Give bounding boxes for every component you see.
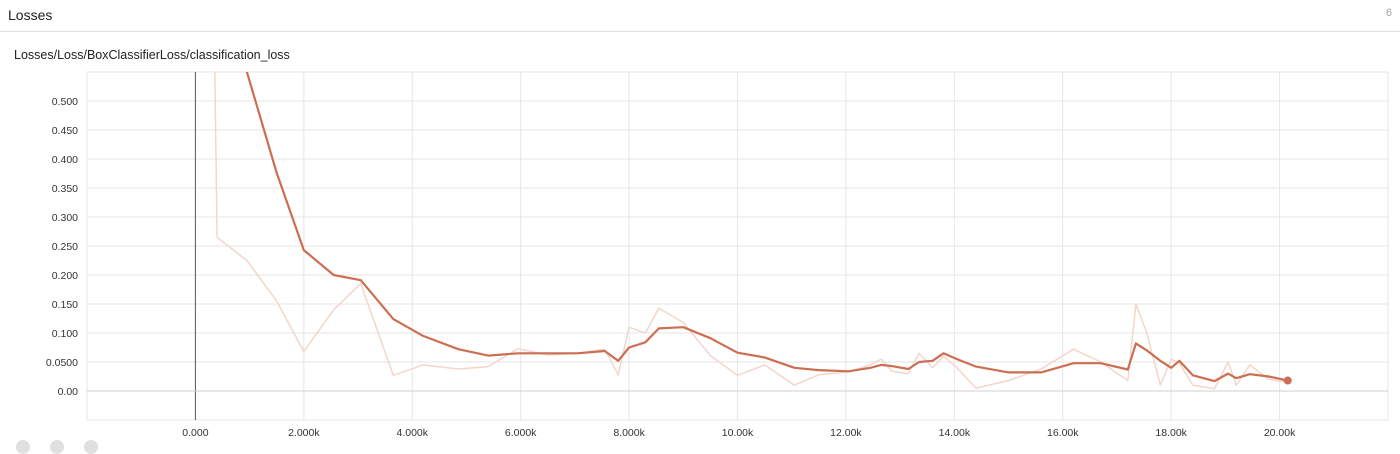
x-tick-label: 18.00k: [1155, 427, 1187, 439]
y-tick-label: 0.450: [52, 125, 78, 137]
y-tick-label: 0.100: [52, 328, 78, 340]
x-tick-label: 16.00k: [1047, 427, 1079, 439]
x-tick-label: 0.000: [182, 427, 208, 439]
plot-frame: [86, 71, 1389, 421]
smoothed-series-line: [245, 72, 1289, 383]
series-layer: [214, 72, 1292, 390]
lines-icon[interactable]: [50, 440, 64, 454]
x-tick-label: 14.00k: [939, 427, 971, 439]
y-tick-label: 0.0500: [46, 357, 78, 369]
x-tick-label: 20.00k: [1264, 427, 1296, 439]
x-tick-label: 12.00k: [830, 427, 862, 439]
chart-title: Losses/Loss/BoxClassifierLoss/classifica…: [14, 48, 290, 62]
last-point-marker: [1283, 376, 1292, 385]
x-tick-label: 8.000k: [613, 427, 645, 439]
x-tick-label: 10.00k: [722, 427, 754, 439]
y-tick-label: 0.300: [52, 212, 78, 224]
x-tick-label: 4.000k: [396, 427, 428, 439]
fit-domain-icon[interactable]: [84, 440, 98, 454]
y-tick-label: 0.500: [52, 96, 78, 108]
raw-series-line: [214, 72, 1289, 390]
axes: [86, 71, 1389, 421]
y-tick-label: 0.150: [52, 299, 78, 311]
y-axis: 0.00 0.0500 0.100 0.150 0.200 0.250 0.300 0.350…: [46, 96, 78, 398]
series-group: [214, 72, 1292, 390]
section-title: Losses: [8, 7, 53, 23]
y-tick-label: 0.400: [52, 154, 78, 166]
y-tick-label: 0.250: [52, 241, 78, 253]
section-count: 6: [1385, 7, 1392, 19]
y-tick-label: 0.350: [52, 183, 78, 195]
x-tick-label: 2.000k: [288, 427, 320, 439]
y-tick-label: 0.00: [58, 386, 79, 398]
x-axis: 0.000 2.000k 4.000k 6.000k 8.000k 10.00k 12.00…: [182, 427, 1296, 439]
x-tick-label: 6.000k: [505, 427, 537, 439]
y-tick-label: 0.200: [52, 270, 78, 282]
expand-icon[interactable]: [16, 440, 30, 454]
section-header[interactable]: Losses 6: [0, 0, 1400, 32]
grid: [87, 72, 1388, 420]
